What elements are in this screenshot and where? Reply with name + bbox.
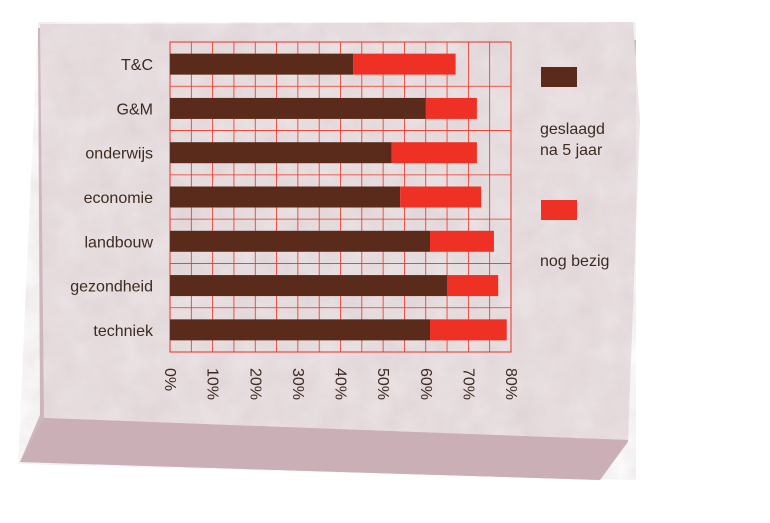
- category-label: gezondheid: [70, 279, 153, 296]
- bar-geslaagd: [170, 230, 431, 252]
- bar-geslaagd: [170, 142, 392, 164]
- category-label: T&C: [121, 57, 153, 74]
- x-tick-label: 80%: [502, 368, 519, 400]
- x-tick-label: 10%: [204, 368, 221, 400]
- bar-geslaagd: [170, 319, 431, 341]
- category-label: economie: [84, 190, 153, 207]
- bar-geslaagd: [170, 275, 448, 297]
- bar-nog-bezig: [400, 186, 482, 208]
- category-label: G&M: [117, 101, 153, 118]
- x-tick-label: 20%: [246, 368, 263, 400]
- x-tick-label: 40%: [332, 368, 349, 400]
- bar-geslaagd: [170, 186, 401, 208]
- x-tick-label: 60%: [417, 368, 434, 400]
- bar-geslaagd: [170, 97, 426, 119]
- legend-swatch-geslaagd: [541, 67, 577, 87]
- legend-label-nog-bezig: nog bezig: [540, 253, 610, 270]
- bar-geslaagd: [170, 53, 354, 75]
- category-labels: T&C G&M onderwijs economie landbouw gezondhei…: [70, 57, 154, 340]
- bar-nog-bezig: [353, 53, 456, 75]
- x-tick-label: 0%: [161, 368, 178, 391]
- bar-nog-bezig: [425, 97, 477, 119]
- legend-label-geslaagd-line1: geslaagd: [540, 121, 605, 138]
- x-tick-label: 30%: [289, 368, 306, 400]
- bar-nog-bezig: [447, 275, 499, 297]
- legend-label-geslaagd-line2: na 5 jaar: [540, 142, 603, 159]
- bar-nog-bezig: [391, 142, 477, 164]
- bar-nog-bezig: [430, 319, 507, 341]
- bars: [170, 53, 507, 341]
- x-tick-label: 70%: [459, 368, 476, 400]
- legend-swatch-nog-bezig: [541, 200, 577, 220]
- category-label: landbouw: [85, 234, 154, 251]
- category-label: onderwijs: [85, 146, 153, 163]
- bar-nog-bezig: [430, 230, 494, 252]
- x-tick-label: 50%: [374, 368, 391, 400]
- category-label: techniek: [93, 323, 154, 340]
- x-tick-labels: 0% 10% 20% 30% 40% 50% 60% 70% 80%: [161, 368, 519, 400]
- stone-front-edge: [20, 418, 628, 480]
